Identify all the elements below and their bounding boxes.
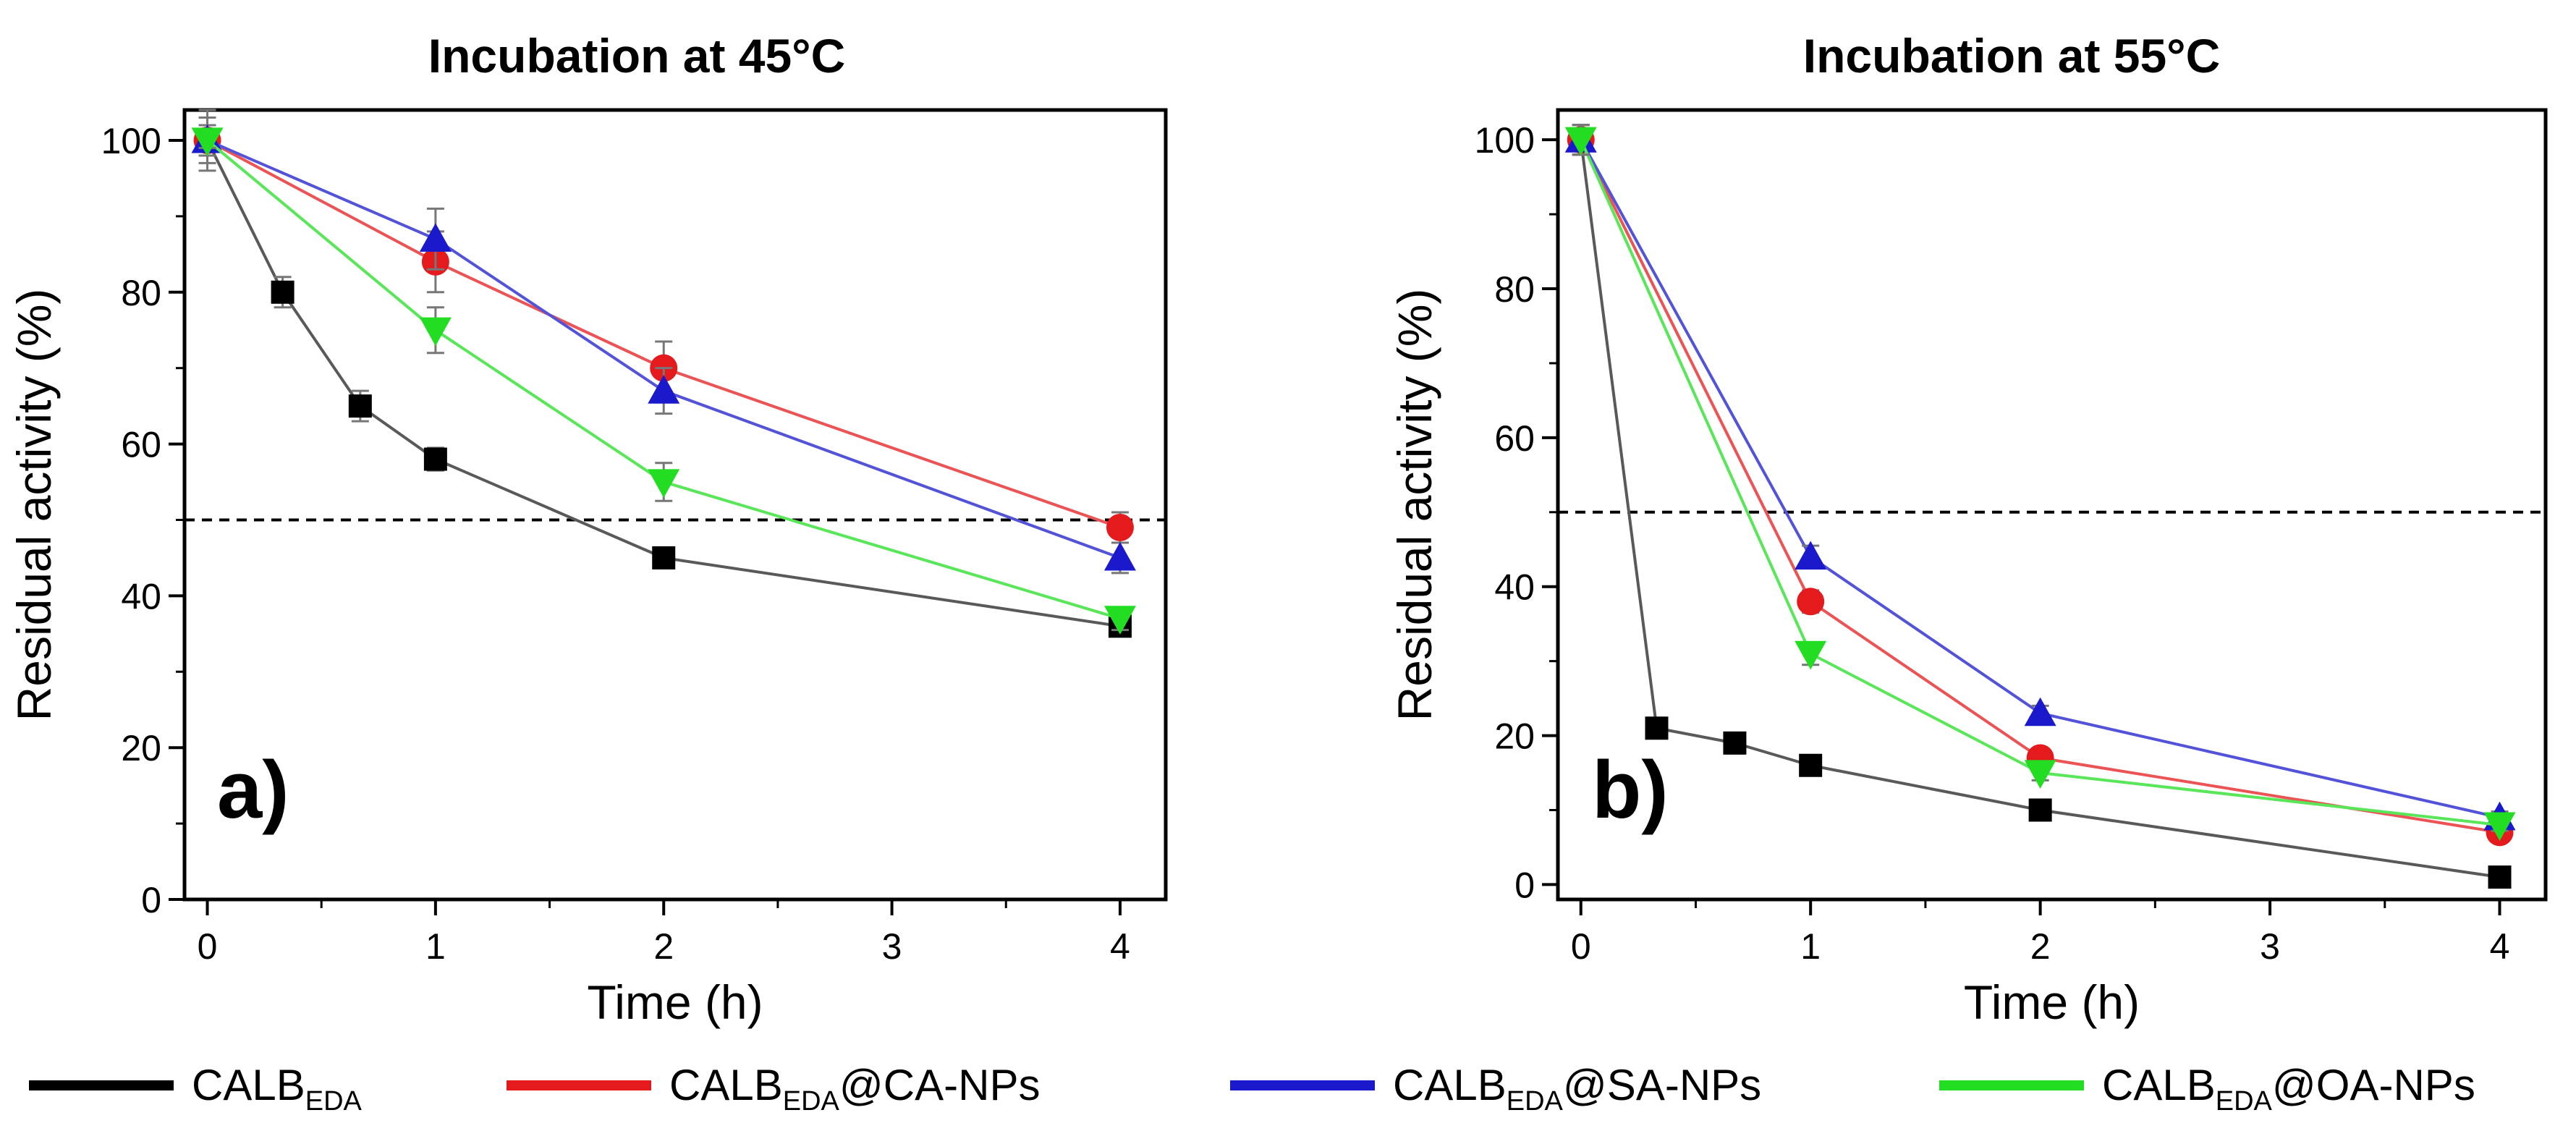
series-3 [1564, 124, 2516, 842]
x-tick-label: 2 [653, 926, 674, 967]
plot-frame [182, 108, 1168, 902]
series-2 [1564, 124, 2516, 831]
y-tick-label: 20 [121, 728, 161, 768]
legend-label-suffix: @OA-NPs [2272, 1061, 2475, 1109]
data-point [1564, 127, 1597, 156]
data-point [648, 469, 680, 499]
data-point [1795, 640, 1827, 670]
y-tick-label: 0 [141, 880, 161, 920]
data-point [648, 375, 680, 404]
data-point [1795, 541, 1827, 570]
y-axis-label: Residual activity (%) [7, 289, 61, 721]
data-point [1103, 606, 1136, 635]
series-line [206, 139, 1121, 559]
data-point [652, 546, 676, 569]
series-line [1579, 139, 2500, 819]
legend-label-suffix: @SA-NPs [1563, 1061, 1761, 1109]
x-tick-label: 3 [882, 926, 902, 967]
y-tick-label: 0 [1514, 865, 1535, 905]
series-line [1579, 139, 2500, 834]
plot-frame [1556, 108, 2548, 902]
legend-label-subscript: EDA [783, 1086, 840, 1117]
data-point [1106, 513, 1134, 541]
data-point [1103, 541, 1136, 571]
legend-label-main: CALB [2102, 1061, 2216, 1109]
legend-label: CALBEDA@CA-NPs [669, 1061, 1040, 1117]
legend: CALBEDA CALBEDA@CA-NPs CALBEDA@SA-NPs CALBE… [29, 1061, 2475, 1117]
data-point [1797, 588, 1825, 616]
series-line [1579, 139, 2500, 879]
y-tick-label: 100 [1475, 120, 1535, 161]
x-tick-label: 1 [1800, 926, 1821, 967]
y-tick-label: 100 [101, 121, 161, 161]
y-tick-label: 40 [121, 576, 161, 617]
x-tick-label: 1 [425, 926, 446, 967]
data-point [2488, 865, 2512, 889]
y-tick-label: 80 [121, 273, 161, 313]
data-point [271, 280, 295, 304]
panel-a: Incubation at 45°C0 1 2 3 4020406080100Time … [7, 29, 1168, 1029]
legend-label: CALBEDA [192, 1061, 363, 1117]
legend-label-main: CALB [669, 1061, 783, 1109]
x-tick-label: 4 [2490, 926, 2510, 967]
legend-label-subscript: EDA [1507, 1086, 1564, 1117]
x-tick-label: 3 [2260, 926, 2280, 967]
data-point [1645, 716, 1669, 740]
panel-letter: a) [217, 745, 289, 835]
panel-b: Incubation at 55°C0 1 2 3 4020406080100Time … [1388, 29, 2548, 1029]
y-tick-label: 20 [1494, 716, 1535, 757]
legend-item-1: CALBEDA@CA-NPs [507, 1061, 1040, 1117]
data-point [419, 223, 452, 252]
legend-label: CALBEDA@SA-NPs [1393, 1061, 1761, 1117]
legend-label-subscript: EDA [305, 1086, 363, 1117]
series-line [206, 139, 1121, 620]
legend-label-suffix: @CA-NPs [839, 1061, 1041, 1109]
panel-letter: b) [1592, 745, 1669, 835]
chart-title: Incubation at 55°C [1803, 29, 2220, 82]
series-line [206, 140, 1121, 628]
x-tick-label: 0 [198, 926, 218, 967]
legend-item-2: CALBEDA@SA-NPs [1230, 1061, 1761, 1117]
data-point [2024, 760, 2056, 789]
data-point [419, 317, 452, 347]
data-point [1723, 731, 1747, 755]
chart-title: Incubation at 45°C [428, 29, 845, 82]
data-point [348, 394, 372, 418]
legend-label-main: CALB [192, 1061, 305, 1109]
y-tick-label: 80 [1494, 269, 1535, 310]
x-tick-label: 4 [1110, 926, 1130, 967]
data-point [191, 127, 224, 156]
x-axis-label: Time (h) [1964, 975, 2140, 1029]
data-point [2483, 812, 2516, 842]
data-point [2024, 697, 2056, 727]
y-tick-label: 60 [121, 425, 161, 465]
legend-item-0: CALBEDA [29, 1061, 363, 1117]
legend-label-main: CALB [1393, 1061, 1507, 1109]
series-3 [191, 127, 1136, 635]
y-tick-label: 40 [1494, 567, 1535, 608]
data-point [423, 447, 447, 471]
y-tick-label: 60 [1494, 418, 1535, 459]
legend-item-3: CALBEDA@OA-NPs [1939, 1061, 2475, 1117]
data-point [1799, 753, 1823, 777]
x-tick-label: 0 [1571, 926, 1591, 967]
x-axis-label: Time (h) [587, 975, 763, 1029]
series-line [1579, 139, 2500, 827]
x-tick-label: 2 [2030, 926, 2051, 967]
data-point [2028, 798, 2052, 822]
y-axis-label: Residual activity (%) [1388, 289, 1441, 721]
legend-label-subscript: EDA [2216, 1086, 2273, 1117]
legend-label: CALBEDA@OA-NPs [2102, 1061, 2475, 1117]
